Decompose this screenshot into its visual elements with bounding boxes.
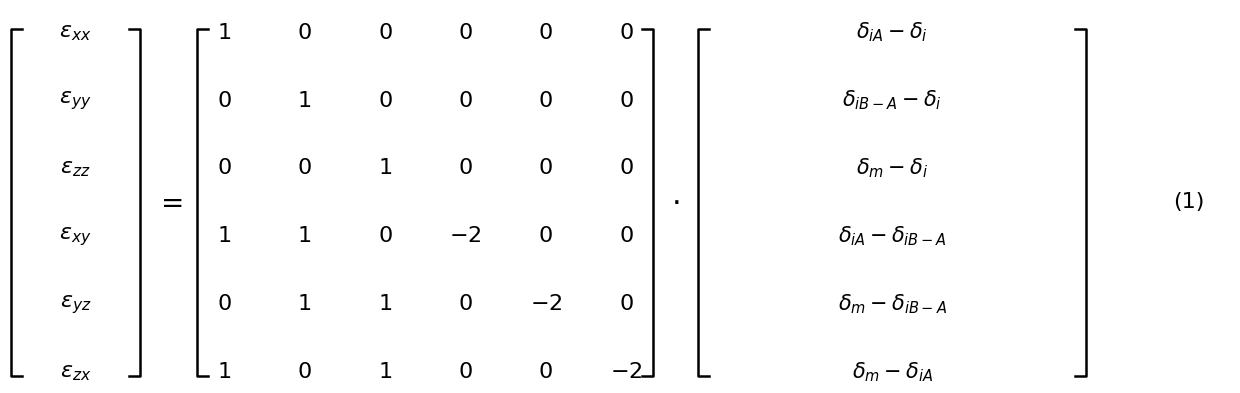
Text: $1$: $1$ <box>378 362 392 382</box>
Text: $1$: $1$ <box>217 23 231 42</box>
Text: $\cdot$: $\cdot$ <box>672 188 680 217</box>
Text: $0$: $0$ <box>458 90 472 110</box>
Text: $\varepsilon_{xy}$: $\varepsilon_{xy}$ <box>60 225 92 248</box>
Text: $0$: $0$ <box>217 90 232 110</box>
Text: $\delta_{iB-A}-\delta_{i}$: $\delta_{iB-A}-\delta_{i}$ <box>842 89 942 112</box>
Text: $0$: $0$ <box>298 362 312 382</box>
Text: $0$: $0$ <box>377 90 392 110</box>
Text: $1$: $1$ <box>378 158 392 178</box>
Text: $0$: $0$ <box>538 90 553 110</box>
Text: $1$: $1$ <box>298 90 311 110</box>
Text: $1$: $1$ <box>217 226 231 246</box>
Text: $\delta_{m}-\delta_{iB-A}$: $\delta_{m}-\delta_{iB-A}$ <box>838 292 946 316</box>
Text: $0$: $0$ <box>458 362 472 382</box>
Text: $\delta_{iA}-\delta_{iB-A}$: $\delta_{iA}-\delta_{iB-A}$ <box>838 224 946 248</box>
Text: $0$: $0$ <box>538 226 553 246</box>
Text: $1$: $1$ <box>378 294 392 314</box>
Text: $0$: $0$ <box>538 23 553 42</box>
Text: $1$: $1$ <box>298 226 311 246</box>
Text: $\delta_{iA}-\delta_{i}$: $\delta_{iA}-\delta_{i}$ <box>857 21 928 44</box>
Text: $0$: $0$ <box>458 294 472 314</box>
Text: $0$: $0$ <box>538 362 553 382</box>
Text: $\varepsilon_{zz}$: $\varepsilon_{zz}$ <box>61 158 91 179</box>
Text: $\delta_{m}-\delta_{i}$: $\delta_{m}-\delta_{i}$ <box>856 156 929 180</box>
Text: $\varepsilon_{xx}$: $\varepsilon_{xx}$ <box>60 22 92 43</box>
Text: $0$: $0$ <box>217 158 232 178</box>
Text: $0$: $0$ <box>538 158 553 178</box>
Text: $=$: $=$ <box>155 188 182 217</box>
Text: (1): (1) <box>1173 192 1205 212</box>
Text: $-2$: $-2$ <box>449 226 481 246</box>
Text: $0$: $0$ <box>619 158 634 178</box>
Text: $1$: $1$ <box>217 362 231 382</box>
Text: $0$: $0$ <box>377 23 392 42</box>
Text: $\varepsilon_{zx}$: $\varepsilon_{zx}$ <box>60 362 92 382</box>
Text: $0$: $0$ <box>217 294 232 314</box>
Text: $0$: $0$ <box>458 23 472 42</box>
Text: $-2$: $-2$ <box>610 362 642 382</box>
Text: $0$: $0$ <box>458 158 472 178</box>
Text: $0$: $0$ <box>619 226 634 246</box>
Text: $0$: $0$ <box>377 226 392 246</box>
Text: $\delta_{m}-\delta_{iA}$: $\delta_{m}-\delta_{iA}$ <box>852 360 932 384</box>
Text: $0$: $0$ <box>298 158 312 178</box>
Text: $\varepsilon_{yz}$: $\varepsilon_{yz}$ <box>60 293 92 316</box>
Text: $0$: $0$ <box>298 23 312 42</box>
Text: $0$: $0$ <box>619 294 634 314</box>
Text: $\varepsilon_{yy}$: $\varepsilon_{yy}$ <box>60 89 92 112</box>
Text: $1$: $1$ <box>298 294 311 314</box>
Text: $-2$: $-2$ <box>529 294 562 314</box>
Text: $0$: $0$ <box>619 90 634 110</box>
Text: $0$: $0$ <box>619 23 634 42</box>
